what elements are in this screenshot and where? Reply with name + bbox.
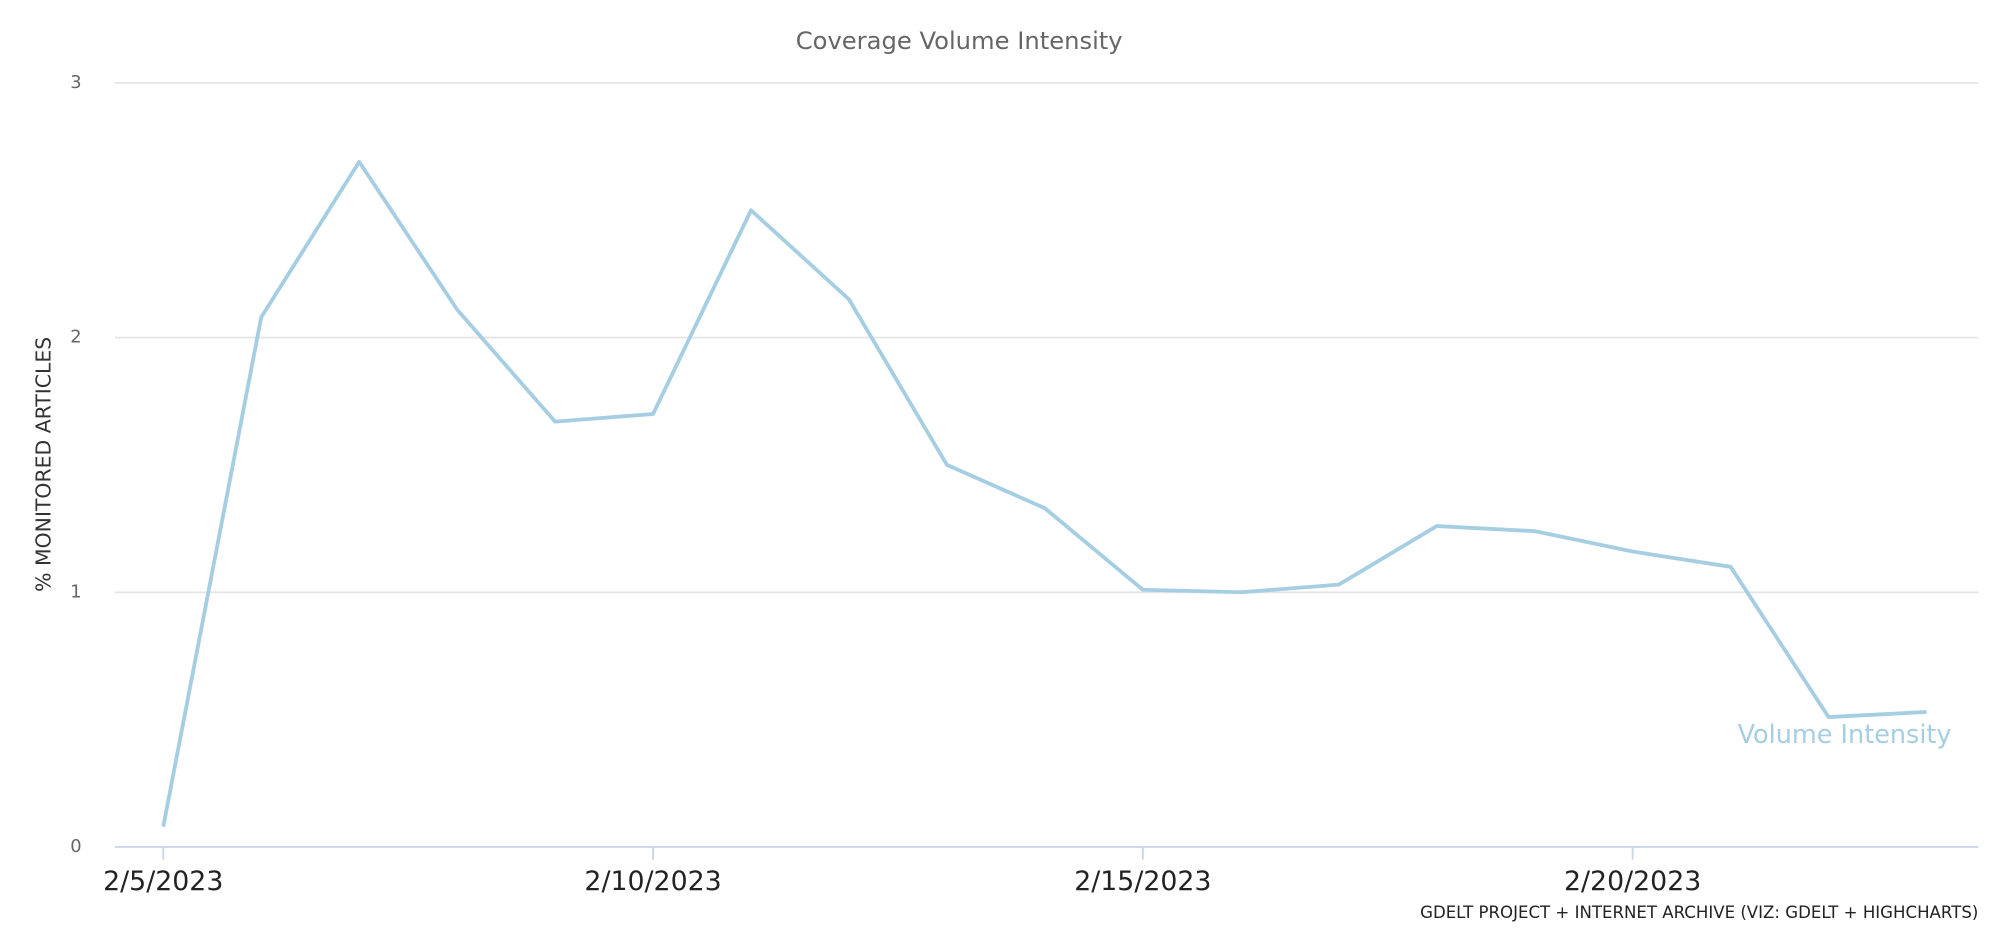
y-tick-label: 1 — [70, 581, 81, 602]
y-tick-label: 2 — [70, 327, 81, 348]
line-series — [161, 159, 1927, 827]
y-axis-label: % MONITORED ARTICLES — [32, 337, 56, 592]
credit: GDELT PROJECT + INTERNET ARCHIVE (VIZ: G… — [1420, 903, 1978, 922]
chart-title: Coverage Volume Intensity — [796, 27, 1123, 55]
series-label: Volume Intensity — [1738, 720, 1952, 750]
x-tick-label: 2/5/2023 — [103, 866, 223, 897]
x-tick-label: 2/15/2023 — [1074, 866, 1211, 897]
x-tick-label: 2/10/2023 — [584, 866, 721, 897]
y-tick-label: 3 — [70, 72, 81, 93]
x-tick-label: 2/20/2023 — [1564, 866, 1701, 897]
y-tick-label: 0 — [70, 836, 81, 857]
